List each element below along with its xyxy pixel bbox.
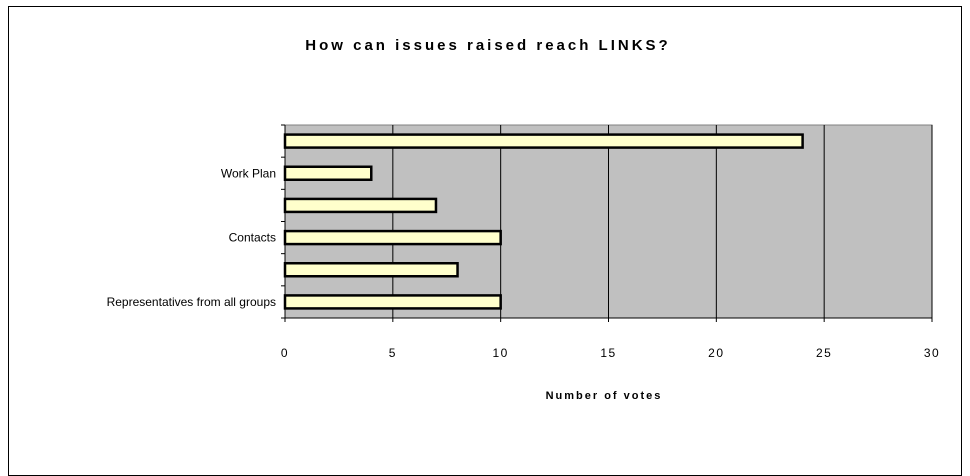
x-tick-labels: 0 5 10 15 20 25 30 xyxy=(281,346,940,360)
x-tick-label: 0 xyxy=(281,346,289,360)
x-tick-label: 10 xyxy=(492,346,508,360)
bar-2 xyxy=(283,165,373,181)
x-tick-label: 15 xyxy=(600,346,616,360)
bar-4 xyxy=(283,229,502,246)
category-label: Contacts xyxy=(229,231,276,245)
gridlines xyxy=(392,125,933,318)
axes xyxy=(281,124,933,322)
bar-chart: How can issues raised reach LINKS? 0 5 10 1… xyxy=(107,37,940,402)
x-tick-label: 20 xyxy=(708,346,724,360)
category-label: Work Plan xyxy=(221,166,276,180)
chart-title: How can issues raised reach LINKS? xyxy=(305,37,670,54)
category-label: Representatives from all groups xyxy=(107,295,276,309)
bar-6 xyxy=(283,294,502,310)
x-tick-label: 25 xyxy=(816,346,832,360)
category-labels: Work Plan Contacts Representatives from al… xyxy=(107,166,276,309)
x-tick-label: 30 xyxy=(924,346,940,360)
bar-3 xyxy=(283,197,438,214)
bar-1 xyxy=(283,133,804,149)
x-axis-label: Number of votes xyxy=(546,390,663,402)
x-tick-label: 5 xyxy=(389,346,397,360)
bar-5 xyxy=(283,262,459,278)
